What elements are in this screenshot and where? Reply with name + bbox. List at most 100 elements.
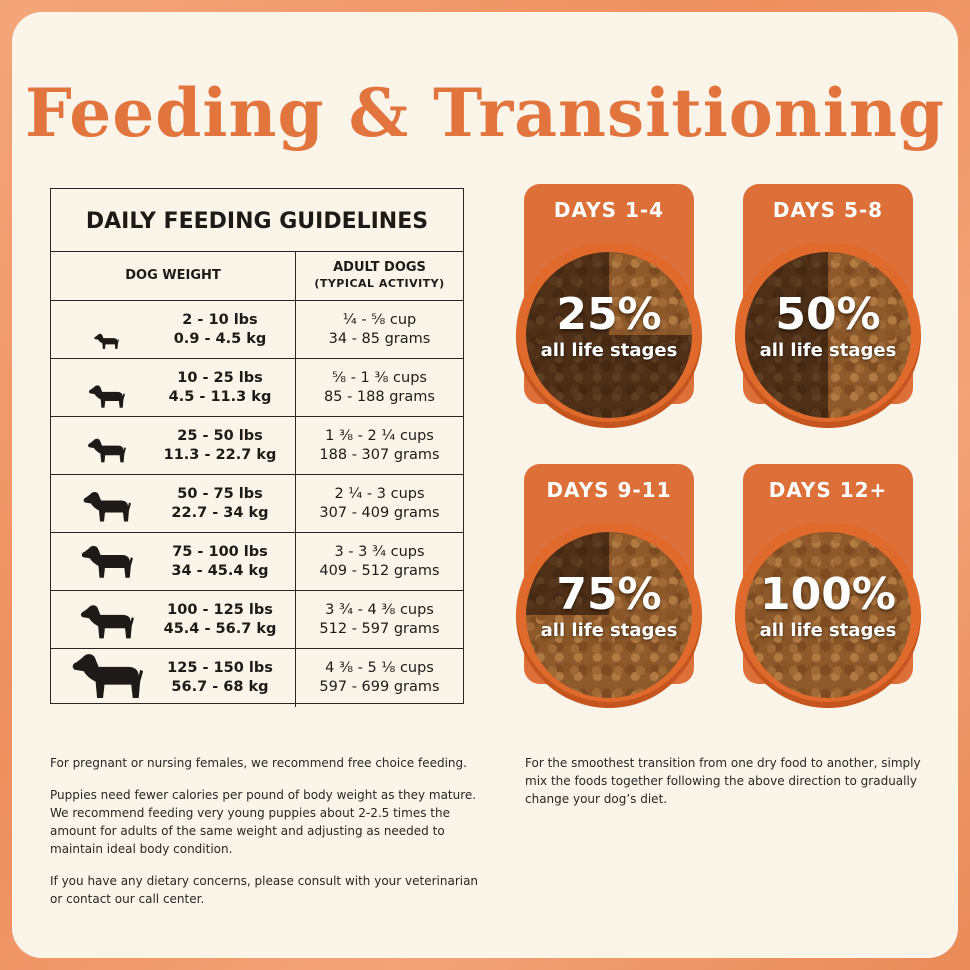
days-label: DAYS 1-4	[553, 198, 665, 222]
bulldog-icon	[88, 385, 125, 408]
shepherd-icon	[83, 491, 131, 522]
amount-cups: 2 ¼ - 3 cups	[334, 485, 425, 502]
table-header: DOG WEIGHT ADULT DOGS (TYPICAL ACTIVITY)	[51, 252, 463, 301]
info-card: Feeding & Transitioning DAILY FEEDING GU…	[12, 12, 958, 958]
weight-kg: 22.7 - 34 kg	[171, 504, 269, 521]
amount-grams: 597 - 699 grams	[319, 679, 440, 695]
amount-grams: 409 - 512 grams	[319, 562, 440, 579]
weight-lbs: 75 - 100 lbs	[172, 543, 268, 560]
note-nursing: For pregnant or nursing females, we reco…	[50, 756, 467, 770]
weight-kg: 34 - 45.4 kg	[171, 562, 269, 579]
kibble-mix	[745, 252, 911, 418]
weight-cell: 125 - 150 lbs 56.7 - 68 kg	[51, 649, 296, 707]
table-row: 2 - 10 lbs 0.9 - 4.5 kg ¼ - ⅝ cup 34 - 8…	[51, 301, 463, 359]
feeding-table: DAILY FEEDING GUIDELINES DOG WEIGHT ADUL…	[50, 188, 464, 707]
weight-lbs: 50 - 75 lbs	[177, 485, 263, 502]
note-transition: For the smoothest transition from one dr…	[525, 756, 921, 806]
kibble-mix	[526, 532, 692, 698]
weight-lbs: 25 - 50 lbs	[177, 427, 263, 444]
weight-values: 25 - 50 lbs 11.3 - 22.7 kg	[161, 427, 279, 465]
chihuahua-icon	[94, 333, 119, 350]
weight-cell: 100 - 125 lbs 45.4 - 56.7 kg	[51, 591, 296, 648]
table-row: 75 - 100 lbs 34 - 45.4 kg 3 - 3 ¾ cups 4…	[51, 533, 463, 591]
stage-label: all life stages	[540, 340, 678, 361]
new-food-percent: 75%	[556, 569, 662, 620]
table-row: 100 - 125 lbs 45.4 - 56.7 kg 3 ¾ - 4 ⅜ c…	[51, 591, 463, 649]
weight-lbs: 125 - 150 lbs	[167, 660, 273, 676]
amount-cups: ¼ - ⅝ cup	[342, 311, 417, 328]
dog-icon-wrap	[51, 417, 161, 474]
amount-cups: 3 ¾ - 4 ⅜ cups	[325, 601, 434, 618]
weight-cell: 50 - 75 lbs 22.7 - 34 kg	[51, 475, 296, 532]
note-concerns: If you have any dietary concerns, please…	[50, 874, 479, 906]
amount-cell: 4 ⅜ - 5 ⅛ cups 597 - 699 grams	[296, 649, 463, 707]
weight-cell: 10 - 25 lbs 4.5 - 11.3 kg	[51, 359, 296, 416]
kibble-mix	[745, 532, 911, 698]
notes-left: For pregnant or nursing females, we reco…	[50, 754, 490, 922]
kibble-mix	[526, 252, 692, 418]
weight-values: 125 - 150 lbs 56.7 - 68 kg	[161, 659, 279, 697]
stage-label: all life stages	[759, 620, 897, 641]
stage-label: all life stages	[540, 620, 678, 641]
weight-kg: 0.9 - 4.5 kg	[173, 330, 267, 347]
amount-cell: 3 - 3 ¾ cups 409 - 512 grams	[296, 533, 463, 590]
table-row: 50 - 75 lbs 22.7 - 34 kg 2 ¼ - 3 cups 30…	[51, 475, 463, 533]
table-row: 25 - 50 lbs 11.3 - 22.7 kg 1 ⅜ - 2 ¼ cup…	[51, 417, 463, 475]
transition-tile: DAYS 5-8 50% all life stages	[735, 184, 921, 434]
notes-right: For the smoothest transition from one dr…	[525, 754, 930, 822]
col-adult-dogs: ADULT DOGS (TYPICAL ACTIVITY)	[296, 252, 463, 300]
weight-lbs: 100 - 125 lbs	[167, 601, 273, 618]
dog-icon-wrap	[51, 475, 161, 532]
amount-cell: ⅝ - 1 ⅜ cups 85 - 188 grams	[296, 359, 463, 416]
transition-tile: DAYS 9-11 75% all life stages	[516, 464, 702, 714]
transition-tile: DAYS 1-4 25% all life stages	[516, 184, 702, 434]
stage-label: all life stages	[759, 340, 897, 361]
table-title: DAILY FEEDING GUIDELINES	[51, 189, 463, 252]
weight-values: 10 - 25 lbs 4.5 - 11.3 kg	[161, 369, 279, 407]
table-row: 125 - 150 lbs 56.7 - 68 kg 4 ⅜ - 5 ⅛ cup…	[51, 649, 463, 707]
dog-icon-wrap	[51, 301, 161, 358]
amount-grams: 34 - 85 grams	[328, 330, 431, 347]
old-food-shade	[526, 532, 692, 698]
amount-grams: 85 - 188 grams	[324, 388, 435, 405]
days-label: DAYS 5-8	[772, 198, 884, 222]
dog-icon-wrap	[51, 533, 161, 590]
amount-cups: 3 - 3 ¾ cups	[334, 543, 425, 560]
newfoundland-icon	[72, 654, 144, 699]
weight-cell: 25 - 50 lbs 11.3 - 22.7 kg	[51, 417, 296, 474]
weight-values: 2 - 10 lbs 0.9 - 4.5 kg	[161, 311, 279, 349]
weight-values: 100 - 125 lbs 45.4 - 56.7 kg	[161, 601, 279, 639]
new-food-percent: 100%	[760, 569, 896, 620]
weight-cell: 75 - 100 lbs 34 - 45.4 kg	[51, 533, 296, 590]
new-food-percent: 50%	[775, 289, 881, 340]
transition-tile: DAYS 12+ 100% all life stages	[735, 464, 921, 714]
dog-icon-wrap	[51, 359, 161, 416]
weight-kg: 56.7 - 68 kg	[171, 679, 269, 695]
weight-lbs: 2 - 10 lbs	[182, 311, 258, 328]
amount-cups: 4 ⅜ - 5 ⅛ cups	[325, 660, 434, 676]
amount-cell: 3 ¾ - 4 ⅜ cups 512 - 597 grams	[296, 591, 463, 648]
col-adult-dogs-title: ADULT DOGS	[333, 260, 426, 275]
weight-kg: 11.3 - 22.7 kg	[163, 446, 277, 463]
col-dog-weight: DOG WEIGHT	[51, 252, 296, 300]
new-food-percent: 25%	[556, 289, 662, 340]
col-adult-dogs-sub: (TYPICAL ACTIVITY)	[314, 277, 445, 290]
amount-cell: ¼ - ⅝ cup 34 - 85 grams	[296, 301, 463, 358]
weight-kg: 4.5 - 11.3 kg	[168, 388, 272, 405]
weight-values: 75 - 100 lbs 34 - 45.4 kg	[161, 543, 279, 581]
dog-icon-wrap	[51, 649, 161, 707]
days-label: DAYS 9-11	[546, 478, 672, 502]
weight-values: 50 - 75 lbs 22.7 - 34 kg	[161, 485, 279, 523]
dog-icon-wrap	[51, 591, 161, 648]
retriever-icon	[80, 605, 134, 639]
amount-grams: 188 - 307 grams	[319, 446, 440, 463]
weight-kg: 45.4 - 56.7 kg	[163, 620, 277, 637]
table-row: 10 - 25 lbs 4.5 - 11.3 kg ⅝ - 1 ⅜ cups 8…	[51, 359, 463, 417]
weight-cell: 2 - 10 lbs 0.9 - 4.5 kg	[51, 301, 296, 358]
days-label: DAYS 12+	[768, 478, 888, 502]
amount-grams: 307 - 409 grams	[319, 504, 440, 521]
amount-cups: 1 ⅜ - 2 ¼ cups	[325, 427, 434, 444]
spitz-icon	[88, 438, 126, 463]
amount-grams: 512 - 597 grams	[319, 620, 440, 637]
page-title: Feeding & Transitioning	[25, 74, 945, 152]
